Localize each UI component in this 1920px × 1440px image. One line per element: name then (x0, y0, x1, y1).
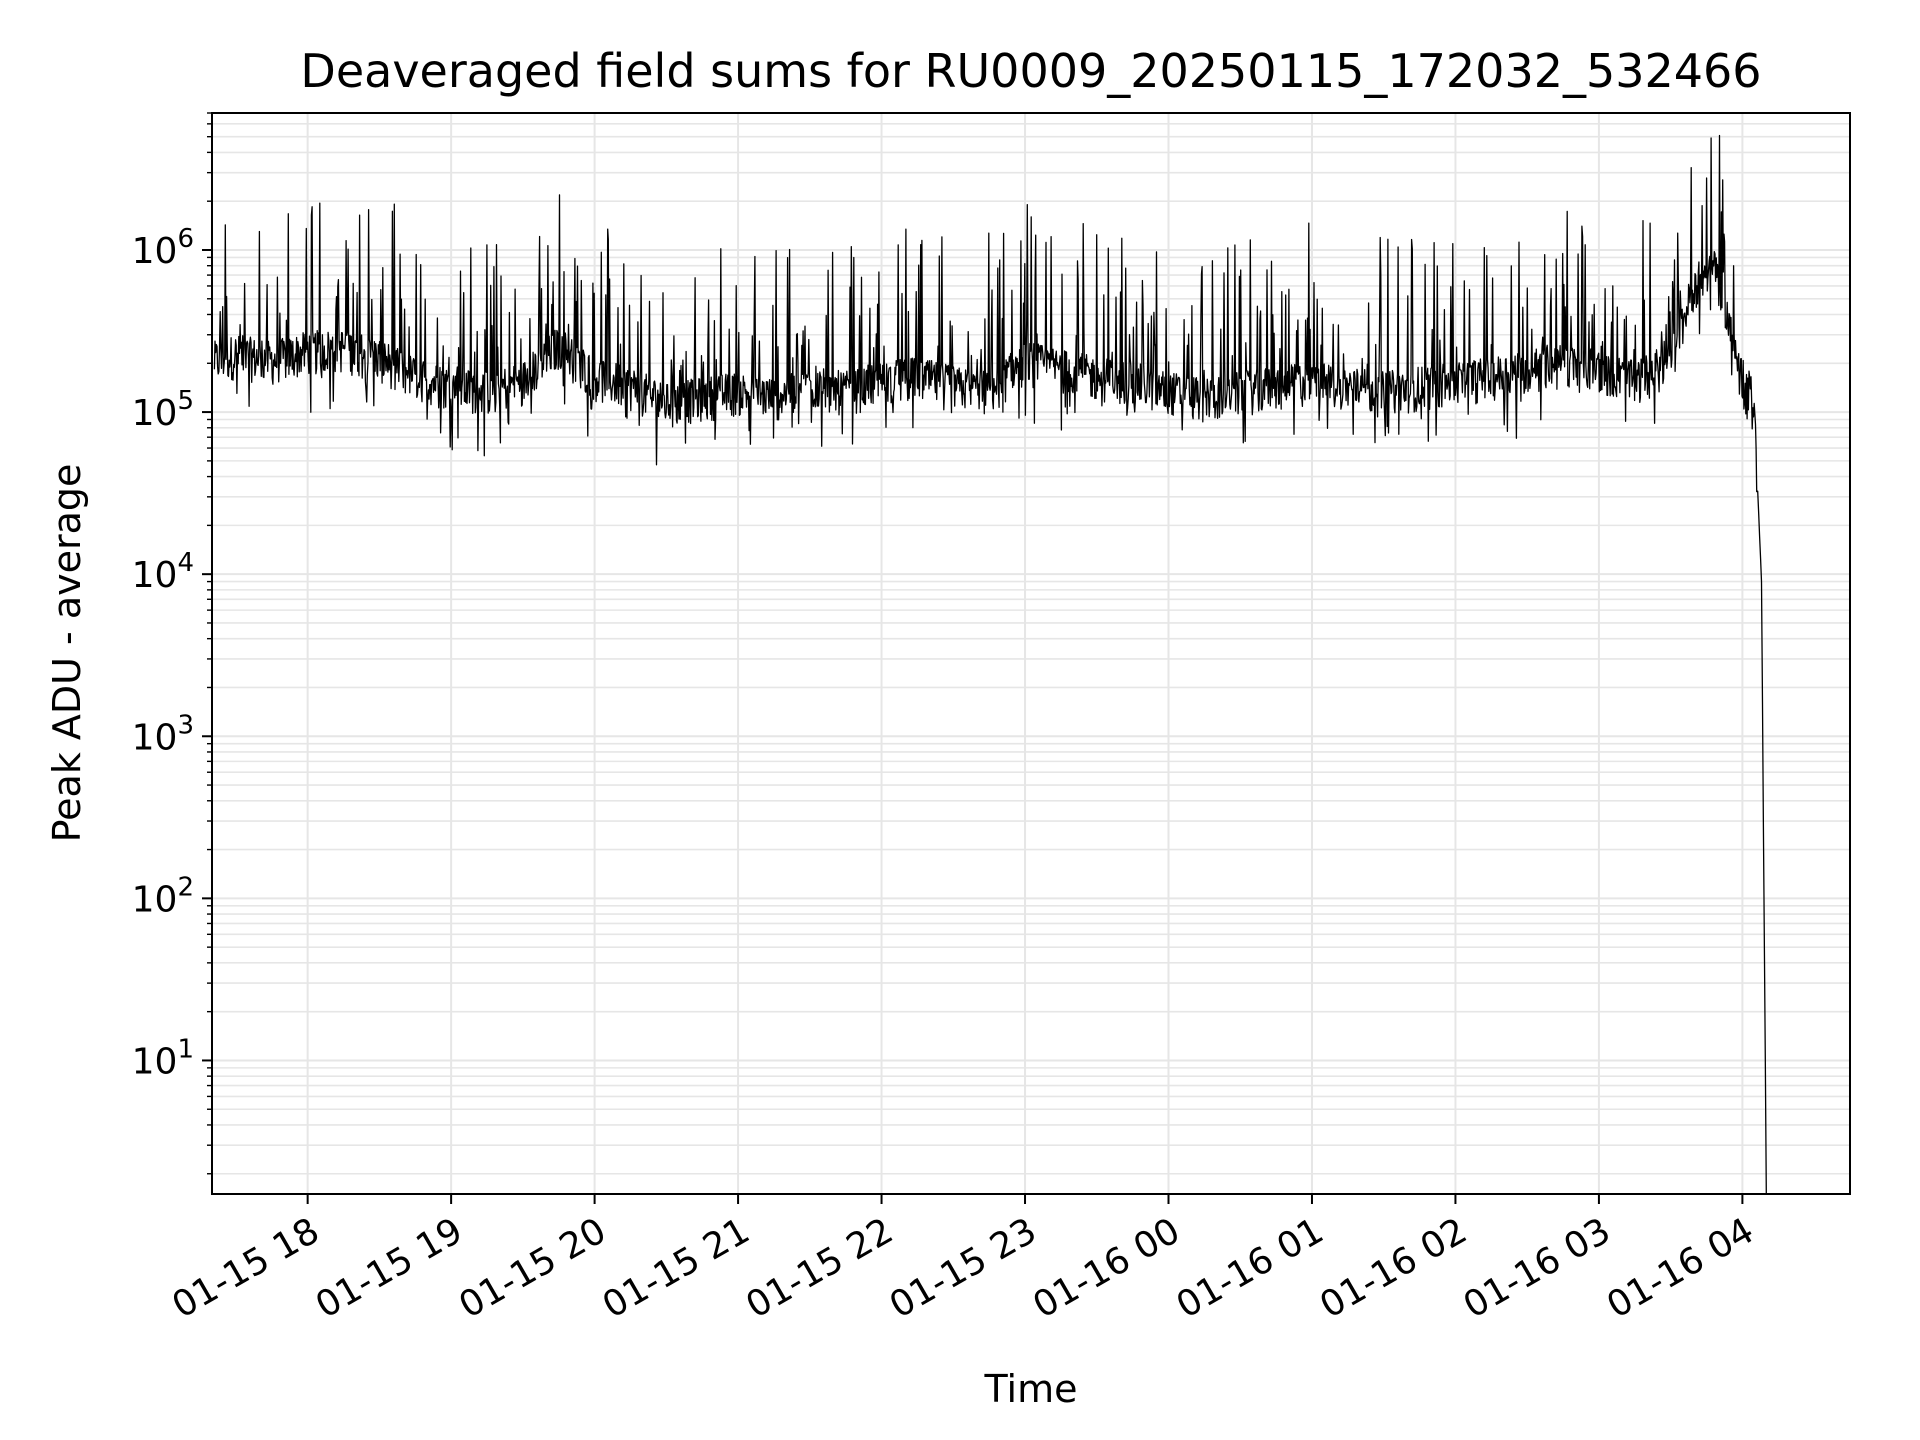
y-tick-label: 104 (132, 548, 194, 596)
y-axis-label: Peak ADU - average (45, 464, 89, 843)
y-tick-label: 106 (132, 224, 194, 272)
axis-ticks (202, 112, 1744, 1204)
y-tick-label: 105 (132, 386, 194, 434)
grid-lines (212, 112, 1850, 1194)
y-tick-label: 101 (132, 1034, 194, 1082)
series-line (213, 134, 1767, 1195)
y-tick-labels: 101 102 103 104 105 106 (132, 224, 194, 1082)
plot-frame (211, 112, 1851, 1195)
y-tick-label: 103 (132, 710, 194, 758)
chart-title: Deaveraged field sums for RU0009_2025011… (300, 44, 1761, 98)
series-layer (213, 134, 1767, 1195)
x-axis-label: Time (984, 1367, 1078, 1411)
y-tick-label: 102 (132, 872, 194, 920)
